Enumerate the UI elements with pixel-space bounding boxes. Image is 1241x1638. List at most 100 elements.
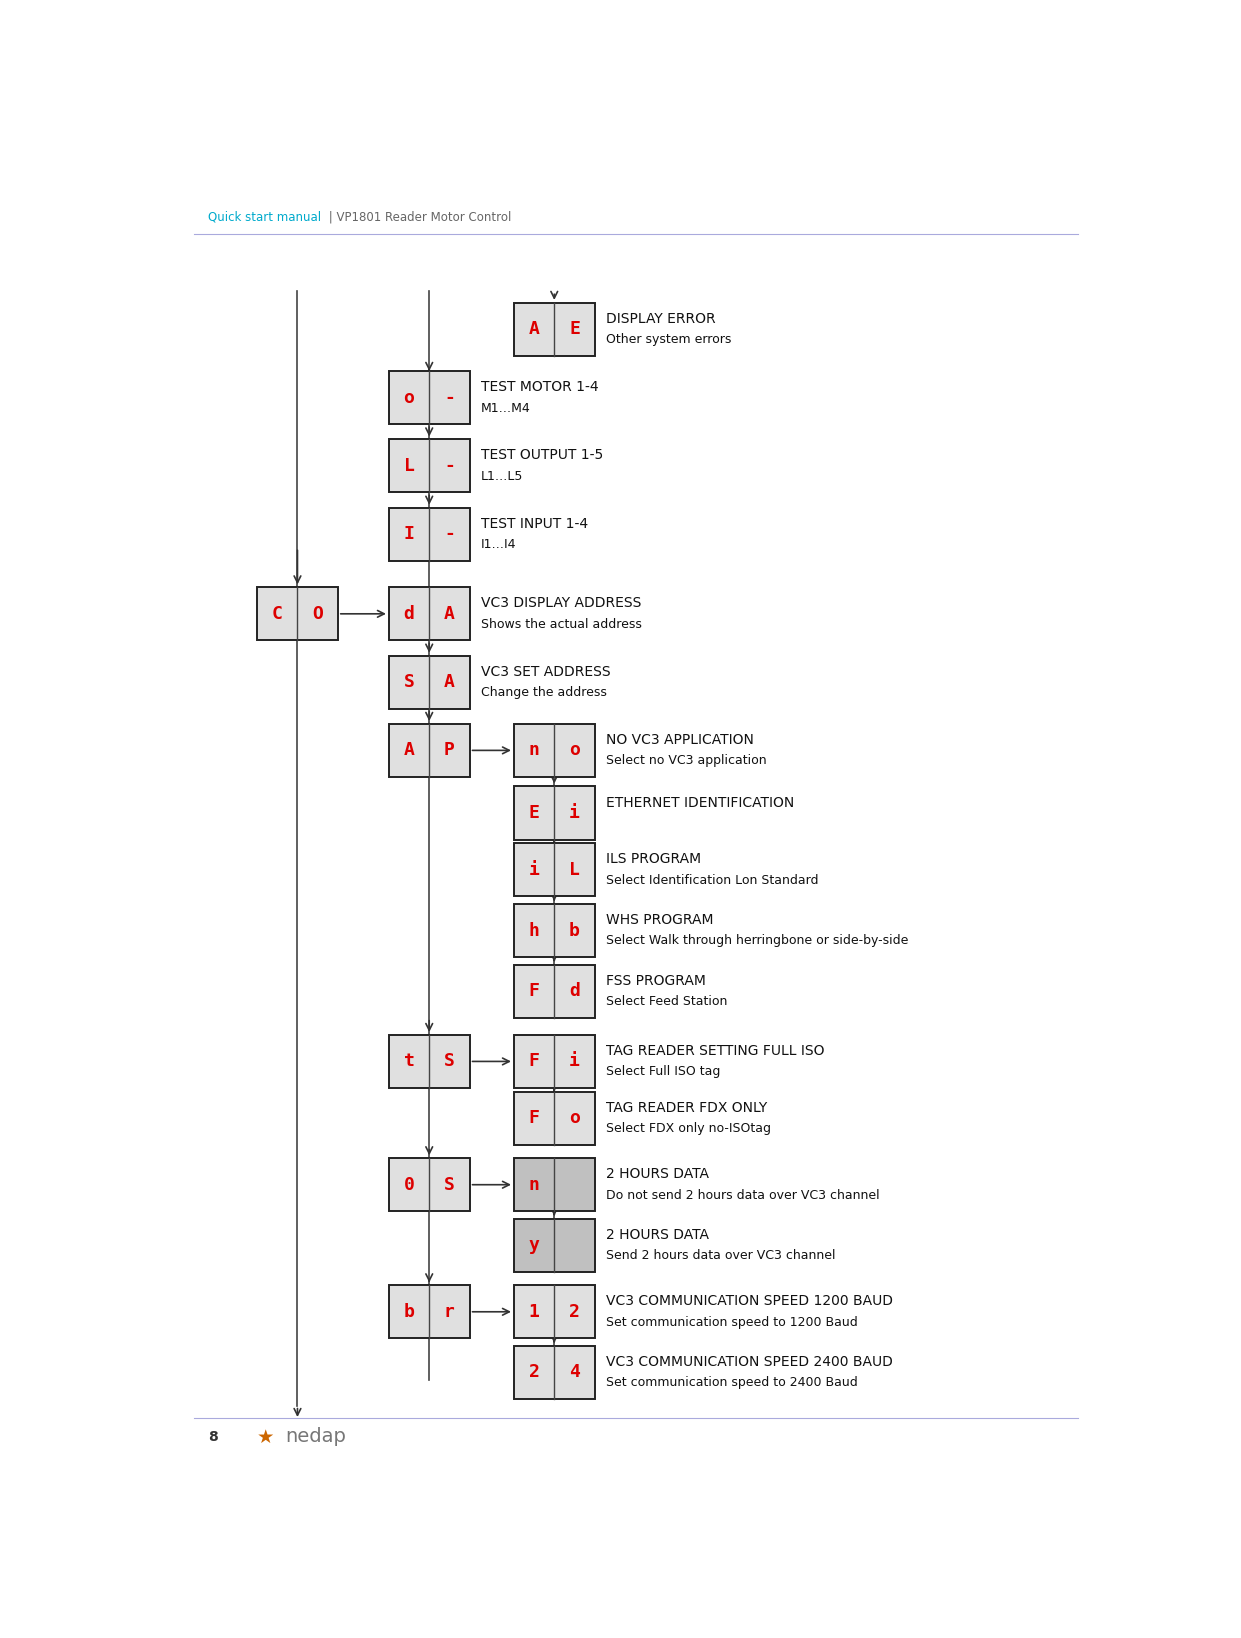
Text: VC3 DISPLAY ADDRESS: VC3 DISPLAY ADDRESS [482,596,642,611]
Text: -: - [444,457,455,475]
Text: 0: 0 [403,1176,414,1194]
Bar [514,1158,594,1210]
Text: o: o [570,1109,580,1127]
Text: Set communication speed to 1200 Baud: Set communication speed to 1200 Baud [606,1315,858,1328]
Text: I1…I4: I1…I4 [482,539,516,550]
Bar [514,965,594,1017]
Text: ILS PROGRAM: ILS PROGRAM [606,852,701,867]
Text: i: i [570,1053,580,1070]
Bar [514,1035,594,1088]
Text: L: L [570,862,580,880]
Bar [388,372,469,424]
Bar [514,303,594,355]
Text: o: o [570,742,580,760]
Bar [388,1035,469,1088]
Text: Select no VC3 application: Select no VC3 application [606,755,767,767]
Text: Set communication speed to 2400 Baud: Set communication speed to 2400 Baud [606,1376,858,1389]
Text: nedap: nedap [285,1427,346,1446]
Text: b: b [570,922,580,940]
Text: d: d [403,604,414,622]
Text: E: E [529,804,540,822]
Text: S: S [403,673,414,691]
Text: -: - [444,388,455,406]
Text: TEST INPUT 1-4: TEST INPUT 1-4 [482,516,588,531]
Text: NO VC3 APPLICATION: NO VC3 APPLICATION [606,732,755,747]
Text: A: A [444,673,455,691]
Text: P: P [444,742,455,760]
Text: h: h [529,922,540,940]
Text: -: - [444,526,455,544]
Text: | VP1801 Reader Motor Control: | VP1801 Reader Motor Control [325,211,511,224]
Text: 4: 4 [570,1363,580,1381]
Bar [388,724,469,776]
Bar [514,1286,594,1338]
Bar [514,724,594,776]
Text: VC3 COMMUNICATION SPEED 1200 BAUD: VC3 COMMUNICATION SPEED 1200 BAUD [606,1294,894,1309]
Text: n: n [529,742,540,760]
Text: WHS PROGRAM: WHS PROGRAM [606,912,714,927]
Text: o: o [403,388,414,406]
Text: F: F [529,983,540,1001]
Text: M1…M4: M1…M4 [482,401,531,414]
Text: I: I [403,526,414,544]
Text: C: C [272,604,283,622]
Text: Shows the actual address: Shows the actual address [482,618,642,631]
Text: VC3 COMMUNICATION SPEED 2400 BAUD: VC3 COMMUNICATION SPEED 2400 BAUD [606,1355,894,1369]
Text: Quick start manual: Quick start manual [208,211,321,224]
Text: Select Walk through herringbone or side-by-side: Select Walk through herringbone or side-… [606,935,908,947]
Text: ★: ★ [257,1427,274,1446]
Text: n: n [529,1176,540,1194]
Text: TAG READER FDX ONLY: TAG READER FDX ONLY [606,1101,767,1115]
Text: L: L [403,457,414,475]
Text: 8: 8 [208,1430,217,1445]
Text: y: y [529,1237,540,1255]
Text: r: r [444,1302,455,1320]
Text: A: A [529,321,540,339]
Text: DISPLAY ERROR: DISPLAY ERROR [606,311,716,326]
Text: FSS PROGRAM: FSS PROGRAM [606,975,706,988]
Text: 2: 2 [570,1302,580,1320]
Text: Send 2 hours data over VC3 channel: Send 2 hours data over VC3 channel [606,1250,835,1263]
Bar [388,439,469,493]
Bar [388,655,469,709]
Text: F: F [529,1109,540,1127]
Bar [514,904,594,957]
Bar [514,1346,594,1399]
Text: Do not send 2 hours data over VC3 channel: Do not send 2 hours data over VC3 channe… [606,1189,880,1202]
Text: b: b [403,1302,414,1320]
Text: F: F [529,1053,540,1070]
Bar [388,1158,469,1210]
Text: 1: 1 [529,1302,540,1320]
Bar [514,1219,594,1273]
Text: t: t [403,1053,414,1070]
Text: i: i [570,804,580,822]
Text: d: d [570,983,580,1001]
Bar [514,844,594,896]
Text: TEST MOTOR 1-4: TEST MOTOR 1-4 [482,380,599,395]
Text: S: S [444,1176,455,1194]
Text: Other system errors: Other system errors [606,333,732,346]
Text: E: E [570,321,580,339]
Bar [388,588,469,640]
Text: Select FDX only no-ISOtag: Select FDX only no-ISOtag [606,1122,771,1135]
Text: Select Full ISO tag: Select Full ISO tag [606,1065,721,1078]
Text: A: A [444,604,455,622]
Text: S: S [444,1053,455,1070]
Text: 2 HOURS DATA: 2 HOURS DATA [606,1228,709,1242]
Text: TAG READER SETTING FULL ISO: TAG READER SETTING FULL ISO [606,1043,825,1058]
Text: Change the address: Change the address [482,686,607,699]
Text: 2 HOURS DATA: 2 HOURS DATA [606,1168,709,1181]
Text: Select Identification Lon Standard: Select Identification Lon Standard [606,873,819,886]
Bar [514,786,594,840]
Text: O: O [313,604,323,622]
Text: i: i [529,862,540,880]
Text: Select Feed Station: Select Feed Station [606,996,727,1007]
Bar [388,1286,469,1338]
Text: TEST OUTPUT 1-5: TEST OUTPUT 1-5 [482,449,603,462]
Text: A: A [403,742,414,760]
Text: 2: 2 [529,1363,540,1381]
Text: VC3 SET ADDRESS: VC3 SET ADDRESS [482,665,611,678]
Text: L1…L5: L1…L5 [482,470,524,483]
Bar [257,588,338,640]
Text: ETHERNET IDENTIFICATION: ETHERNET IDENTIFICATION [606,796,794,809]
